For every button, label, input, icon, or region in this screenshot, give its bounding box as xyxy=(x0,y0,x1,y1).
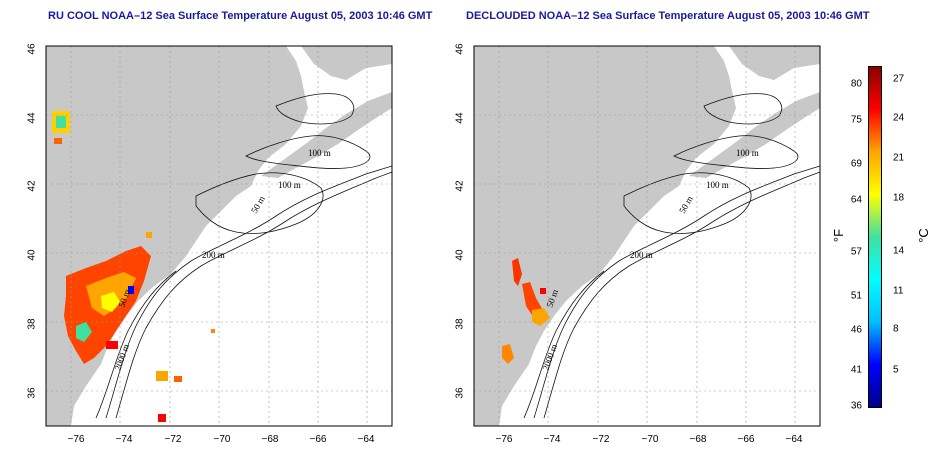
fahrenheit-tick: 51 xyxy=(850,290,862,302)
fahrenheit-tick: 75 xyxy=(850,114,862,126)
bathymetry-contours xyxy=(95,93,393,419)
celsius-tick: 5 xyxy=(893,364,899,376)
bathymetry-contours xyxy=(523,93,821,419)
fahrenheit-tick: 41 xyxy=(850,364,862,376)
lat-tick-label: 36 xyxy=(26,387,38,399)
lon-tick-label: −74 xyxy=(115,434,133,445)
lat-tick-label: 40 xyxy=(26,249,38,261)
fahrenheit-tick: 80 xyxy=(850,78,862,90)
celsius-tick: 18 xyxy=(893,192,905,204)
celsius-tick: 8 xyxy=(893,323,899,335)
map-frame xyxy=(45,45,393,427)
celsius-unit-label: °C xyxy=(915,228,931,243)
celsius-tick: 11 xyxy=(893,285,904,297)
lon-tick-label: −70 xyxy=(213,434,231,445)
left-map-canvas: 100 m 100 m 50 m 200 m 50 m 2000 m xyxy=(45,45,393,427)
lat-tick-label: 38 xyxy=(26,318,38,330)
lon-tick-label: −72 xyxy=(592,434,610,445)
lon-tick-label: −74 xyxy=(543,434,561,445)
lon-tick-label: −64 xyxy=(785,434,803,445)
celsius-tick: 24 xyxy=(893,112,905,124)
long-island xyxy=(569,227,619,240)
lat-tick-label: 38 xyxy=(454,318,466,330)
lon-tick-label: −66 xyxy=(737,434,755,445)
landmass xyxy=(474,46,820,426)
celsius-tick: 21 xyxy=(893,152,905,164)
nova-scotia-land xyxy=(689,92,820,178)
lat-tick-label: 42 xyxy=(26,180,38,192)
graticule xyxy=(46,46,392,426)
fahrenheit-tick: 46 xyxy=(850,324,862,336)
right-map-title: DECLOUDED NOAA–12 Sea Surface Temperatur… xyxy=(466,10,870,22)
fahrenheit-tick: 69 xyxy=(850,158,862,170)
fahrenheit-tick: 57 xyxy=(850,246,862,258)
long-island xyxy=(141,227,191,240)
lon-tick-label: −70 xyxy=(641,434,659,445)
right-map-panel: 100 m 100 m 50 m 200 m 50 m 2000 m xyxy=(473,45,821,427)
right-map-canvas: 100 m 100 m 50 m 200 m 50 m 2000 m xyxy=(473,45,821,427)
celsius-tick: 27 xyxy=(893,73,905,85)
lat-tick-label: 46 xyxy=(26,43,38,55)
contour-label-100-b: 100 m xyxy=(706,180,729,190)
lat-tick-label: 40 xyxy=(454,249,466,261)
lat-tick-label: 44 xyxy=(26,112,38,124)
fahrenheit-tick: 36 xyxy=(850,400,862,412)
contour-label-100-a: 100 m xyxy=(736,148,759,158)
sst-patches xyxy=(52,111,215,422)
lat-tick-label: 42 xyxy=(454,180,466,192)
left-map-title: RU COOL NOAA–12 Sea Surface Temperature … xyxy=(48,10,433,22)
nova-scotia-land xyxy=(261,92,392,178)
lon-tick-label: −72 xyxy=(164,434,182,445)
lat-tick-label: 44 xyxy=(454,112,466,124)
sst-patches xyxy=(502,258,550,364)
lat-tick-label: 46 xyxy=(454,43,466,55)
lon-tick-label: −64 xyxy=(357,434,375,445)
graticule xyxy=(474,46,820,426)
contour-label-200: 200 m xyxy=(630,250,653,260)
lat-tick-label: 36 xyxy=(454,387,466,399)
lon-tick-label: −76 xyxy=(495,434,513,445)
temperature-colorbar xyxy=(868,66,882,408)
map-frame xyxy=(473,45,821,427)
contour-label-100-a: 100 m xyxy=(308,148,331,158)
lon-tick-label: −66 xyxy=(309,434,327,445)
celsius-tick: 14 xyxy=(893,245,905,257)
contour-label-200: 200 m xyxy=(202,250,225,260)
lon-tick-label: −68 xyxy=(689,434,707,445)
lon-tick-label: −68 xyxy=(261,434,279,445)
landmass xyxy=(46,46,392,426)
contour-label-100-b: 100 m xyxy=(278,180,301,190)
fahrenheit-tick: 64 xyxy=(850,194,862,206)
fahrenheit-unit-label: °F xyxy=(831,228,847,243)
left-map-panel: 100 m 100 m 50 m 200 m 50 m 2000 m xyxy=(45,45,393,427)
lon-tick-label: −76 xyxy=(67,434,85,445)
